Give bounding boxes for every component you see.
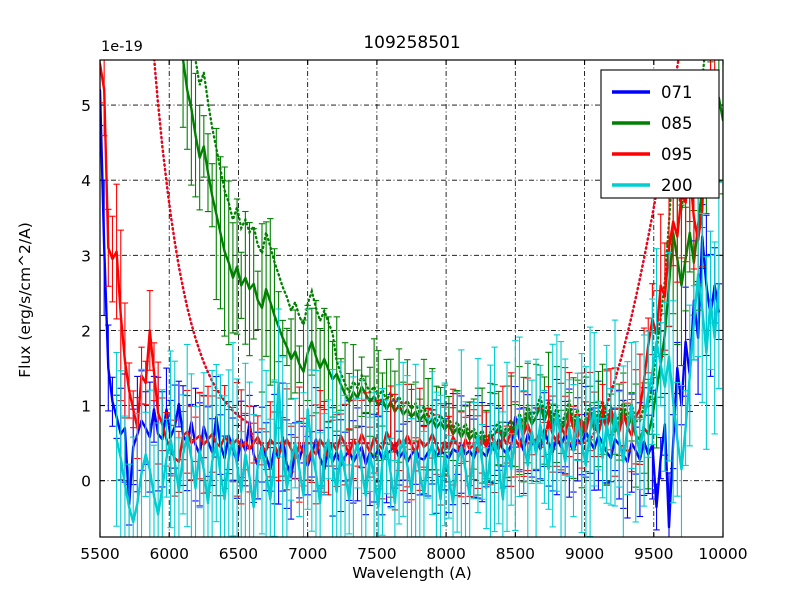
y-tick-label: 5	[81, 97, 91, 115]
x-tick-label: 9000	[565, 545, 604, 563]
x-tick-label: 8500	[496, 545, 535, 563]
y-tick-label: 0	[81, 473, 91, 491]
legend[interactable]: 071 085 095 200	[600, 69, 720, 199]
x-tick-label: 6500	[219, 545, 258, 563]
y-tick-label: 2	[81, 322, 91, 340]
x-tick-label: 7000	[288, 545, 327, 563]
series-200	[113, 181, 723, 537]
legend-label-200: 200	[661, 176, 693, 195]
y-tick-label: 4	[81, 172, 91, 190]
legend-label-095: 095	[661, 145, 693, 164]
plot-title: 109258501	[363, 33, 460, 53]
x-tick-label: 5500	[80, 545, 119, 563]
legend-entry-071[interactable]: 071	[612, 83, 693, 102]
y-tick-labels: 0 1 2 3 4 5	[81, 97, 91, 491]
data-series-layer	[100, 60, 723, 537]
model-curve-095	[153, 60, 680, 445]
line-200	[115, 272, 720, 524]
y-axis-label: Flux (erg/s/cm^2/A)	[16, 222, 34, 378]
x-tick-labels: 5500 6000 6500 7000 7500 8000 8500 9000 9500 1000…	[80, 545, 747, 563]
axes-frame	[99, 59, 724, 538]
y-tick-label: 1	[81, 398, 91, 416]
line-071	[100, 88, 720, 529]
x-tick-label: 8000	[426, 545, 465, 563]
x-tick-label: 10000	[698, 545, 747, 563]
x-axis-label: Wavelength (A)	[352, 564, 472, 582]
legend-entry-200[interactable]: 200	[612, 176, 693, 195]
legend-entry-095[interactable]: 095	[612, 145, 693, 164]
legend-label-085: 085	[661, 114, 693, 133]
legend-box	[600, 69, 720, 199]
x-tick-label: 9500	[634, 545, 673, 563]
legend-label-071: 071	[661, 83, 693, 102]
x-tick-label: 7500	[357, 545, 396, 563]
y-axis-offset-text: 1e-19	[101, 39, 143, 55]
legend-entry-085[interactable]: 085	[612, 114, 693, 133]
y-tick-label: 3	[81, 247, 91, 265]
x-tick-label: 6000	[149, 545, 188, 563]
